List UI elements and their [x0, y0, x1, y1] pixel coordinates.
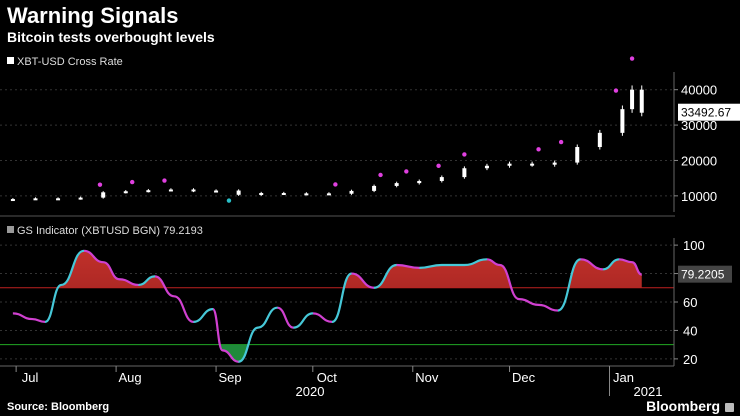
source-note: Source: Bloomberg [7, 401, 110, 413]
price-candle [214, 190, 219, 193]
price-candle [236, 190, 241, 195]
last-price-callout [678, 103, 740, 121]
x-tick-label: Jan [613, 370, 634, 385]
price-candle [394, 183, 399, 186]
x-tick-label: Dec [512, 370, 536, 385]
overbought-area [57, 250, 642, 288]
overbought-signal-marker [558, 139, 564, 145]
oversold-signal-marker [226, 198, 232, 203]
price-candle [462, 168, 467, 178]
price-candle [10, 199, 15, 202]
price-candle [78, 197, 83, 200]
price-candle [168, 189, 173, 192]
price-candle [123, 191, 128, 194]
bloomberg-square-icon [725, 403, 734, 412]
price-candle [417, 180, 422, 184]
overbought-signal-marker [378, 172, 383, 178]
indicator-tick-label: 60 [683, 295, 697, 310]
overbought-signal-marker [333, 182, 338, 187]
price-candle [326, 193, 331, 196]
price-candle [597, 132, 602, 148]
price-candle [439, 177, 444, 181]
price-candle [552, 162, 557, 165]
price-candle [620, 109, 625, 133]
chart-subtitle: Bitcoin tests overbought levels [7, 29, 215, 45]
overbought-signal-marker [629, 56, 635, 61]
price-candle [530, 163, 535, 166]
price-candle [33, 198, 38, 201]
legend-label-price: XBT-USD Cross Rate [17, 56, 123, 68]
legend-swatch-price [7, 57, 14, 64]
price-candle [507, 163, 512, 166]
legend-label-indicator: GS Indicator (XBTUSD BGN) 79.2193 [17, 225, 203, 237]
x-tick-label: Oct [317, 370, 338, 385]
last-indicator-callout [678, 265, 732, 283]
chart-title: Warning Signals [7, 3, 179, 28]
price-candle [304, 193, 309, 196]
year-label: 2021 [634, 384, 663, 399]
price-panel: XBT-USD Cross Rate 10000 20000 30000 40000 3… [0, 56, 740, 212]
overbought-signal-marker [404, 169, 409, 174]
price-candle [146, 190, 151, 193]
x-tick-label: Jul [22, 370, 39, 385]
price-tick-label: 40000 [681, 83, 717, 98]
last-price-label: 33492.67 [681, 106, 731, 120]
price-tick-label: 30000 [681, 118, 717, 133]
price-tick-label: 20000 [681, 153, 717, 168]
overbought-signal-marker [436, 163, 441, 169]
price-candle [281, 193, 286, 196]
price-candle [484, 165, 489, 169]
price-tick-label: 10000 [681, 189, 717, 204]
price-candle [349, 190, 354, 194]
indicator-panel: GS Indicator (XBTUSD BGN) 79.2193 20 40 60… [0, 225, 732, 367]
price-candle [259, 193, 264, 196]
x-tick-label: Aug [119, 370, 142, 385]
indicator-tick-label: 20 [683, 352, 697, 367]
overbought-signal-marker [462, 152, 467, 157]
last-indicator-label: 79.2205 [681, 268, 725, 282]
overbought-signal-marker [162, 178, 167, 183]
price-candle [101, 192, 106, 198]
x-tick-label: Sep [218, 370, 241, 385]
price-candle [372, 185, 377, 191]
overbought-signal-marker [613, 88, 619, 93]
indicator-tick-label: 40 [683, 323, 697, 338]
bloomberg-logo: Bloomberg [646, 398, 720, 414]
x-tick-label: Nov [415, 370, 439, 385]
price-candle [191, 189, 196, 192]
year-label: 2020 [296, 384, 325, 399]
price-candle [639, 89, 644, 113]
gs-indicator-line [12, 249, 643, 363]
indicator-tick-label: 100 [683, 238, 705, 253]
legend-swatch-indicator [7, 226, 14, 233]
price-candle [630, 89, 635, 110]
overbought-signal-marker [97, 182, 103, 187]
overbought-signal-marker [130, 179, 135, 185]
price-candle [575, 147, 580, 163]
price-candle [56, 198, 61, 201]
overbought-signal-marker [536, 147, 541, 152]
